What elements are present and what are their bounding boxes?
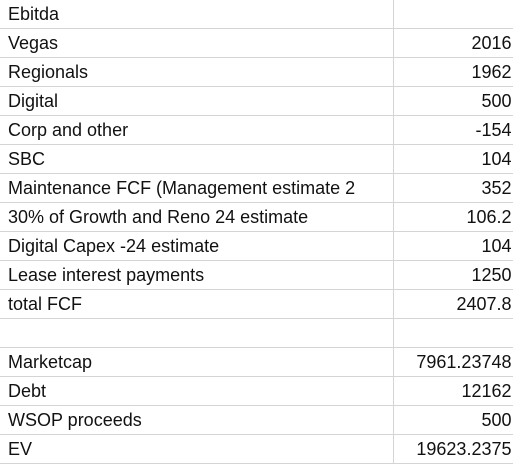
cell-label-ev[interactable]: EV [0,434,394,464]
cell-label-empty[interactable] [0,318,394,348]
table-row: Debt 12162 [0,376,513,406]
cell-value-wsop-proceeds[interactable]: 500 [393,405,513,435]
cell-label-total-fcf[interactable]: total FCF [0,289,394,319]
cell-value-marketcap[interactable]: 7961.23748 [393,347,513,377]
cell-value-empty[interactable] [393,318,513,348]
cell-value-ebitda[interactable] [393,0,513,29]
cell-value-lease-interest[interactable]: 1250 [393,260,513,290]
cell-label-maintenance-fcf[interactable]: Maintenance FCF (Management estimate 2 [0,173,394,203]
table-row: total FCF 2407.8 [0,289,513,319]
cell-label-growth-and-reno[interactable]: 30% of Growth and Reno 24 estimate [0,202,394,232]
table-row: SBC 104 [0,144,513,174]
table-row: Ebitda [0,0,513,29]
cell-label-wsop-proceeds[interactable]: WSOP proceeds [0,405,394,435]
table-row: Digital 500 [0,86,513,116]
table-row: Marketcap 7961.23748 [0,347,513,377]
cell-value-vegas[interactable]: 2016 [393,28,513,58]
cell-label-ebitda[interactable]: Ebitda [0,0,394,29]
cell-label-sbc[interactable]: SBC [0,144,394,174]
cell-value-ev[interactable]: 19623.2375 [393,434,513,464]
cell-value-sbc[interactable]: 104 [393,144,513,174]
table-row: Lease interest payments 1250 [0,260,513,290]
cell-label-digital-capex[interactable]: Digital Capex -24 estimate [0,231,394,261]
cell-value-growth-and-reno[interactable]: 106.2 [393,202,513,232]
cell-value-maintenance-fcf[interactable]: 352 [393,173,513,203]
table-row: Regionals 1962 [0,57,513,87]
cell-label-corp-and-other[interactable]: Corp and other [0,115,394,145]
table-row: Digital Capex -24 estimate 104 [0,231,513,261]
cell-label-digital[interactable]: Digital [0,86,394,116]
table-row: WSOP proceeds 500 [0,405,513,435]
table-row: Vegas 2016 [0,28,513,58]
cell-label-vegas[interactable]: Vegas [0,28,394,58]
cell-value-corp-and-other[interactable]: -154 [393,115,513,145]
cell-value-regionals[interactable]: 1962 [393,57,513,87]
table-row: 30% of Growth and Reno 24 estimate 106.2 [0,202,513,232]
cell-value-debt[interactable]: 12162 [393,376,513,406]
cell-label-marketcap[interactable]: Marketcap [0,347,394,377]
cell-label-debt[interactable]: Debt [0,376,394,406]
table-row: EV 19623.2375 [0,434,513,464]
table-row: Maintenance FCF (Management estimate 2 3… [0,173,513,203]
table-row [0,318,513,348]
cell-value-digital-capex[interactable]: 104 [393,231,513,261]
cell-label-regionals[interactable]: Regionals [0,57,394,87]
cell-value-digital[interactable]: 500 [393,86,513,116]
cell-value-total-fcf[interactable]: 2407.8 [393,289,513,319]
cell-label-lease-interest[interactable]: Lease interest payments [0,260,394,290]
table-row: Corp and other -154 [0,115,513,145]
